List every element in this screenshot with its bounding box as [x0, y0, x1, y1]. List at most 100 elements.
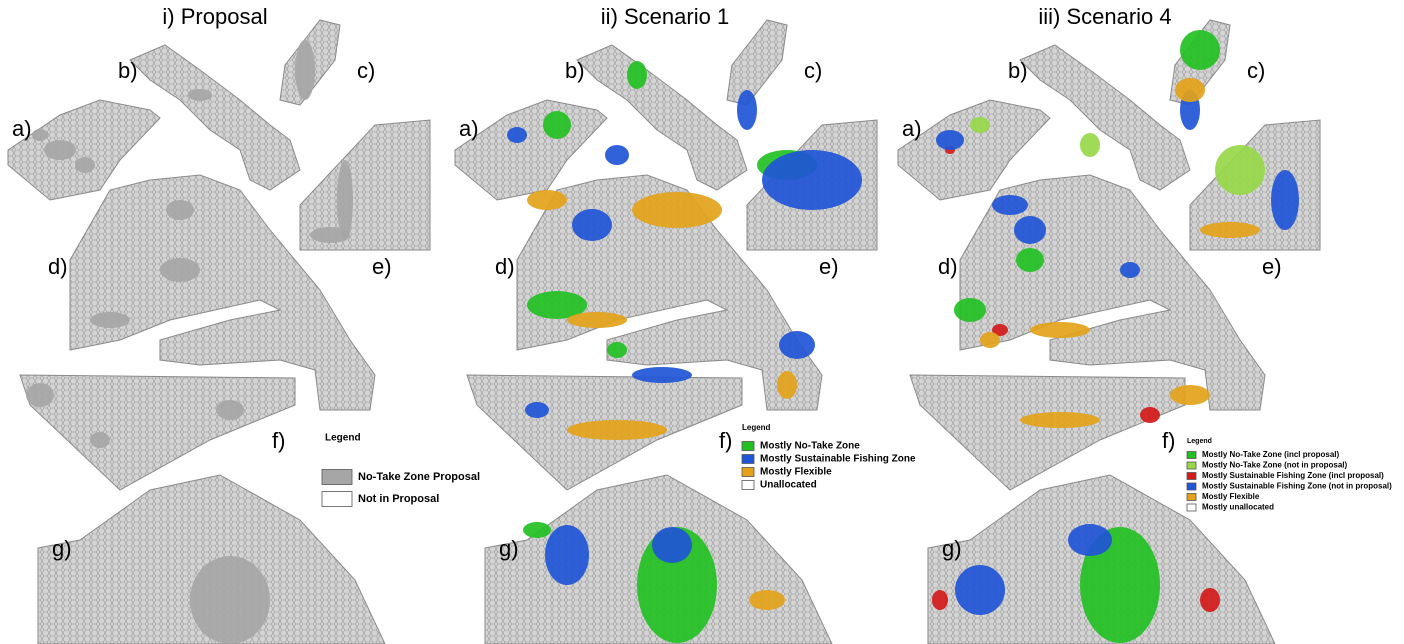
region-label: b) — [1008, 58, 1028, 83]
legend-label: Not in Proposal — [358, 493, 439, 505]
zone-patch — [1175, 78, 1205, 102]
region-label: d) — [938, 254, 958, 279]
panel: a) b) c) d) e) f) g) — [898, 20, 1320, 644]
zone-patch — [627, 61, 647, 89]
zone-patch — [632, 367, 692, 383]
region-label: e) — [1262, 254, 1282, 279]
region-label: d) — [48, 254, 68, 279]
zone-patch — [954, 298, 986, 322]
map-layers: a) b) c) d) e) f) g) a) b) c) d) e) f) g) a) b) c) d) e) f)… — [8, 20, 1320, 644]
legend-label: Mostly Flexible — [1202, 492, 1260, 501]
region-label: d) — [495, 254, 515, 279]
zone-patch — [632, 192, 722, 228]
region-label: a) — [459, 116, 479, 141]
figure: a) b) c) d) e) f) g) a) b) c) d) e) f) g) a) b) c) d) e) f)… — [0, 0, 1404, 644]
legend-label: Mostly Flexible — [760, 467, 832, 478]
legend-swatch — [742, 442, 754, 451]
zone-patch — [160, 258, 200, 282]
zone-patch — [970, 117, 990, 133]
zone-patch — [1271, 170, 1299, 230]
zone-patch — [980, 332, 1000, 348]
legend-swatch — [322, 470, 352, 485]
region-label: c) — [357, 58, 375, 83]
zone-patch — [1030, 322, 1090, 338]
legend-swatch — [1187, 473, 1196, 480]
region-label: f) — [1162, 428, 1175, 453]
zone-patch — [543, 111, 571, 139]
zone-patch — [605, 145, 629, 165]
region-label: e) — [372, 254, 392, 279]
zone-patch — [737, 90, 757, 130]
legend-swatch — [1187, 494, 1196, 501]
zone-patch — [779, 331, 815, 359]
legend-swatch — [1187, 504, 1196, 511]
legend-swatch — [742, 455, 754, 464]
legend-label: Mostly No-Take Zone — [760, 441, 860, 452]
zone-patch — [607, 342, 627, 358]
zone-patch — [936, 130, 964, 150]
zone-patch — [527, 190, 567, 210]
region-label: g) — [52, 536, 72, 561]
legend-swatch — [1187, 462, 1196, 469]
zone-patch — [1180, 30, 1220, 70]
zone-patch — [26, 383, 54, 407]
zone-patch — [992, 195, 1028, 215]
region-label: f) — [719, 428, 732, 453]
region-label: a) — [902, 116, 922, 141]
zone-patch — [507, 127, 527, 143]
zone-patch — [44, 140, 76, 160]
zone-patch — [190, 556, 270, 644]
panel-title: i) Proposal — [162, 4, 267, 29]
panel: a) b) c) d) e) f) g) — [8, 20, 430, 644]
region-label: e) — [819, 254, 839, 279]
legend-swatch — [322, 492, 352, 507]
zone-patch — [1140, 407, 1160, 423]
legend-label: Unallocated — [760, 480, 817, 491]
zone-patch — [545, 525, 589, 585]
region-label: f) — [272, 428, 285, 453]
zone-patch — [652, 527, 692, 563]
zone-patch — [1200, 222, 1260, 238]
legend-label: Mostly No-Take Zone (not in proposal) — [1202, 461, 1348, 470]
legend-title: Legend — [742, 423, 771, 432]
zone-patch — [1080, 133, 1100, 157]
panel-title: ii) Scenario 1 — [601, 4, 729, 29]
legend-title: Legend — [1187, 438, 1212, 445]
region-label: g) — [499, 536, 519, 561]
zone-patch — [777, 371, 797, 399]
zone-patch — [1215, 145, 1265, 195]
legend-title: Legend — [325, 433, 361, 444]
legend-label: Mostly No-Take Zone (incl proposal) — [1202, 450, 1340, 459]
region-label: a) — [12, 116, 32, 141]
legend-swatch — [742, 481, 754, 490]
zone-patch — [295, 40, 315, 100]
zone-patch — [310, 227, 350, 243]
zone-patch — [90, 432, 110, 448]
zone-patch — [90, 312, 130, 328]
legend-label: Mostly Sustainable Fishing Zone — [760, 454, 916, 465]
zone-patch — [1014, 216, 1046, 244]
zone-patch — [216, 400, 244, 420]
zone-patch — [75, 157, 95, 173]
panel: a) b) c) d) e) f) g) — [455, 20, 877, 644]
zone-patch — [932, 590, 948, 610]
zone-patch — [1200, 588, 1220, 612]
region-label: c) — [1247, 58, 1265, 83]
zone-patch — [523, 522, 551, 538]
zone-patch — [188, 89, 212, 101]
zone-patch — [762, 150, 862, 210]
region-label: b) — [565, 58, 585, 83]
legend-label: Mostly unallocated — [1202, 503, 1274, 512]
zone-patch — [1068, 524, 1112, 556]
region-label: c) — [804, 58, 822, 83]
zone-patch — [567, 312, 627, 328]
legend-label: Mostly Sustainable Fishing Zone (incl pr… — [1202, 471, 1384, 480]
zone-patch — [567, 420, 667, 440]
zone-patch — [525, 402, 549, 418]
region-label: g) — [942, 536, 962, 561]
zone-patch — [1020, 412, 1100, 428]
zone-patch — [32, 129, 48, 141]
region-label: b) — [118, 58, 138, 83]
zone-patch — [1016, 248, 1044, 272]
legend-label: Mostly Sustainable Fishing Zone (not in … — [1202, 482, 1392, 491]
